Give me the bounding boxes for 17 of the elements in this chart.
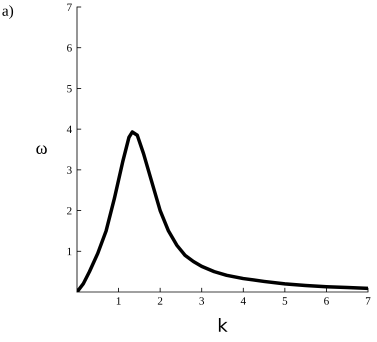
- x-tick-label: 6: [324, 297, 329, 305]
- y-tick-label: 3: [67, 166, 72, 174]
- x-tick-label: 5: [282, 297, 288, 305]
- text: a): [2, 5, 14, 19]
- y-tick-label: 4: [66, 126, 72, 133]
- y-axis-title: ω: [36, 145, 47, 154]
- x-tick-label: 3: [199, 297, 204, 305]
- y-tick-label: 7: [67, 4, 72, 11]
- x-tick-label: 2: [158, 297, 162, 305]
- y-tick-label: 1: [68, 248, 72, 256]
- x-tick-label: 4: [240, 297, 246, 305]
- y-tick-label: 2: [67, 207, 72, 214]
- y-tick-label: 5: [67, 85, 72, 92]
- x-tick-label: 7: [366, 297, 370, 305]
- x-axis-title: k: [218, 318, 228, 332]
- x-tick-label: 1: [116, 297, 121, 305]
- y-tick-label: 6: [67, 44, 72, 52]
